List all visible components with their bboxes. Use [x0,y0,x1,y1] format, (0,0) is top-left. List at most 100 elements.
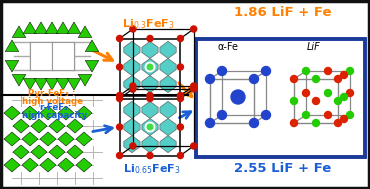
Polygon shape [49,145,65,159]
Circle shape [177,36,184,42]
Polygon shape [31,145,47,159]
Circle shape [262,67,270,75]
Polygon shape [45,78,59,90]
Circle shape [147,64,153,70]
Circle shape [346,90,353,97]
Polygon shape [67,78,81,90]
Polygon shape [40,106,56,120]
Text: high capacity: high capacity [22,111,88,119]
Polygon shape [78,26,92,38]
Circle shape [130,143,136,149]
Polygon shape [12,26,26,38]
Text: high voltage: high voltage [21,98,83,106]
Polygon shape [76,106,92,120]
Circle shape [334,75,342,83]
Polygon shape [5,60,19,72]
Text: LiF: LiF [307,42,321,52]
Polygon shape [12,74,26,86]
Polygon shape [13,145,29,159]
Polygon shape [76,132,92,146]
Circle shape [117,153,122,159]
Circle shape [290,75,297,83]
Polygon shape [4,132,20,146]
Polygon shape [67,22,81,34]
Circle shape [117,64,122,70]
Polygon shape [85,60,99,72]
Circle shape [147,92,153,98]
Circle shape [191,86,197,92]
Polygon shape [160,136,176,153]
Circle shape [177,153,184,159]
Polygon shape [142,41,158,58]
Text: Pyr-FeF₃ :: Pyr-FeF₃ : [28,90,76,98]
Circle shape [313,75,320,83]
Circle shape [249,119,259,128]
Bar [30,42,52,70]
Circle shape [218,111,226,119]
Polygon shape [124,76,140,93]
Circle shape [130,86,136,92]
Text: 2.55 LiF + Fe: 2.55 LiF + Fe [234,163,332,176]
Polygon shape [142,119,158,136]
Circle shape [177,64,184,70]
Polygon shape [160,41,176,58]
Polygon shape [22,132,38,146]
Circle shape [177,95,184,101]
Polygon shape [142,136,158,153]
Circle shape [346,67,353,74]
Polygon shape [40,132,56,146]
Polygon shape [78,74,92,86]
Circle shape [147,95,153,101]
Circle shape [303,67,309,74]
Polygon shape [67,145,83,159]
Text: Li$_{0.65}$FeF$_3$: Li$_{0.65}$FeF$_3$ [123,162,181,176]
Circle shape [340,94,347,101]
Circle shape [290,119,297,126]
Circle shape [231,90,245,104]
Polygon shape [4,106,20,120]
Circle shape [117,36,122,42]
Text: r-FeF₃:: r-FeF₃: [39,102,71,112]
Polygon shape [22,158,38,172]
Circle shape [177,92,184,98]
Polygon shape [124,136,140,153]
Circle shape [117,124,122,130]
Polygon shape [49,119,65,133]
Polygon shape [160,76,176,93]
Circle shape [313,98,320,105]
Circle shape [249,74,259,84]
Polygon shape [124,41,140,58]
Polygon shape [34,78,48,90]
Polygon shape [23,22,37,34]
Circle shape [205,119,215,128]
Polygon shape [22,106,38,120]
Circle shape [334,119,342,126]
Circle shape [290,98,297,105]
Bar [52,42,74,70]
Polygon shape [5,40,19,52]
Polygon shape [58,106,74,120]
Text: α-Fe: α-Fe [218,42,239,52]
Circle shape [147,36,153,42]
Circle shape [262,111,270,119]
Circle shape [324,112,332,119]
Polygon shape [76,158,92,172]
Circle shape [130,26,136,32]
Polygon shape [142,76,158,93]
Polygon shape [4,158,20,172]
Polygon shape [40,158,56,172]
Circle shape [346,112,353,119]
Polygon shape [67,119,83,133]
Circle shape [177,124,184,130]
Circle shape [117,92,122,98]
Polygon shape [142,58,158,76]
Polygon shape [85,40,99,52]
Circle shape [145,122,155,132]
Circle shape [191,83,197,89]
Polygon shape [58,132,74,146]
Circle shape [324,90,332,97]
Polygon shape [58,158,74,172]
Circle shape [145,62,155,72]
Circle shape [303,112,309,119]
Circle shape [191,26,197,32]
